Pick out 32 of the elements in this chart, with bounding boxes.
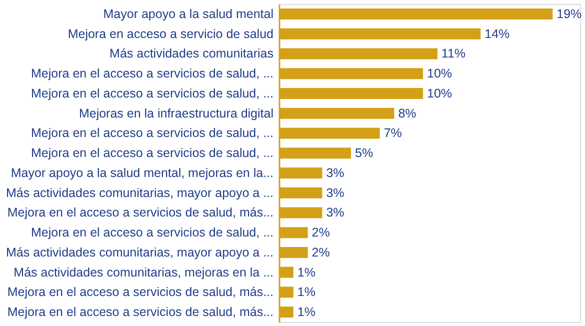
data-label: 8%: [398, 106, 416, 120]
y-tick-label: Mejora en el acceso a servicios de salud, ...: [31, 146, 274, 160]
data-label: 5%: [355, 146, 374, 160]
y-tick-label: Más actividades comunitarias, mayor apoyo a ...: [6, 186, 274, 200]
y-tick-label: Más actividades comunitarias, mayor apoyo a ...: [6, 245, 274, 260]
data-label: 1%: [297, 285, 316, 300]
y-tick-label: Mejora en el acceso a servicios de salud, ...: [31, 126, 274, 140]
y-tick-label: Mejora en el acceso a servicios de salud, ...: [31, 226, 274, 240]
data-label: 3%: [326, 166, 344, 180]
data-label: 3%: [326, 186, 344, 200]
data-label: 1%: [297, 265, 316, 280]
y-tick-label: Mejora en el acceso a servicios de salud, más...: [7, 206, 274, 220]
y-tick-label: Mejora en el acceso a servicios de salud, más...: [7, 305, 274, 320]
y-tick-label: Más actividades comunitarias: [110, 46, 274, 61]
y-tick-label: Más actividades comunitarias, mejoras en la ...: [14, 265, 274, 280]
data-label: 11%: [441, 46, 466, 61]
data-label: 1%: [297, 305, 316, 320]
data-label: 7%: [384, 126, 402, 140]
data-label: 10%: [427, 66, 452, 81]
data-label: 2%: [312, 226, 330, 240]
data-label: 19%: [556, 6, 582, 21]
y-tick-label: Mejoras en la infraestructura digital: [78, 106, 274, 120]
y-tick-label: Mejora en el acceso a servicios de salud, ...: [31, 66, 274, 81]
y-tick-label: Mayor apoyo a la salud mental: [103, 6, 274, 21]
data-label: 14%: [484, 26, 510, 41]
data-label: 10%: [427, 86, 452, 100]
y-tick-label: Mejora en el acceso a servicios de salud, ...: [31, 86, 274, 100]
data-label: 3%: [326, 206, 344, 220]
data-label: 2%: [312, 245, 330, 260]
y-tick-label: Mejora en acceso a servicio de salud: [68, 26, 274, 41]
y-tick-label: Mejora en el acceso a servicios de salud, más...: [7, 285, 274, 300]
y-tick-label: Mayor apoyo a la salud mental, mejoras en la...: [10, 166, 274, 180]
